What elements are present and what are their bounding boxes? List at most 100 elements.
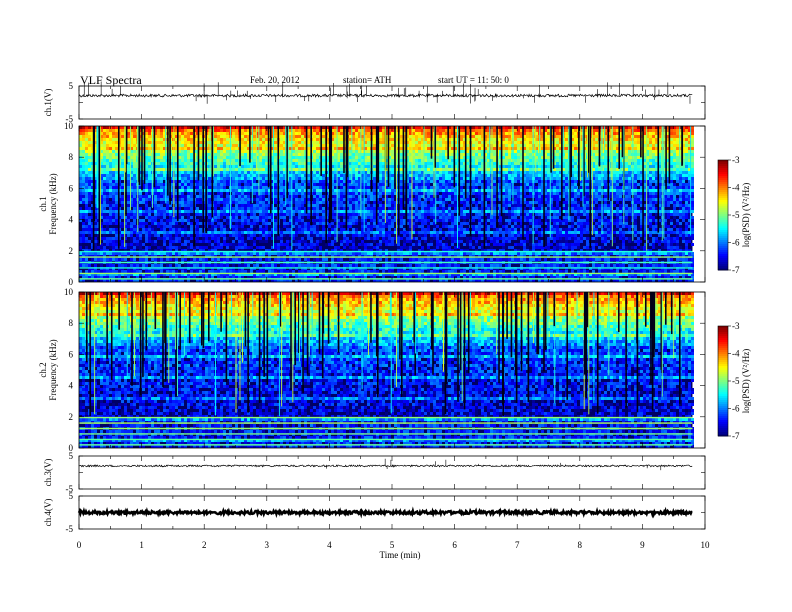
spectrogram-cell	[649, 171, 652, 174]
spectrogram-cell	[160, 147, 163, 150]
spectrogram-cell	[139, 192, 142, 195]
spectrogram-cell	[349, 141, 352, 144]
spectrogram-cell	[247, 135, 250, 138]
spectrogram-cell	[490, 192, 493, 195]
spectrogram-cell	[436, 168, 439, 171]
spectrogram-cell	[247, 180, 250, 183]
spectrogram-cell	[199, 153, 202, 156]
spectrogram-cell	[652, 126, 655, 129]
spectrogram-cell	[196, 150, 199, 153]
spectrogram-cell	[544, 129, 547, 132]
spectrogram-cell	[406, 126, 409, 129]
spectrogram-cell	[658, 159, 661, 162]
spectrogram-cell	[184, 180, 187, 183]
spectrogram-cell	[127, 183, 130, 186]
spectrogram-cell	[439, 177, 442, 180]
spectrogram-cell	[424, 195, 427, 198]
spectrogram-cell	[121, 198, 124, 201]
spectrogram-cell	[625, 132, 628, 135]
spectrogram-cell	[517, 141, 520, 144]
spectrogram-cell	[544, 141, 547, 144]
spectrogram-cell	[157, 183, 160, 186]
spectrogram-cell	[658, 129, 661, 132]
spectrogram-cell	[499, 126, 502, 129]
spectrogram-cell	[289, 159, 292, 162]
spectrogram-cell	[574, 192, 577, 195]
spectrogram-cell	[154, 180, 157, 183]
spectrogram-cell	[376, 147, 379, 150]
spectrogram-cell	[307, 168, 310, 171]
spectrogram-cell	[334, 147, 337, 150]
spectrogram-cell	[106, 132, 109, 135]
spectrogram-cell	[484, 177, 487, 180]
spectrogram-cell	[451, 126, 454, 129]
spectrogram-cell	[127, 186, 130, 189]
spectrogram-cell	[574, 129, 577, 132]
spectrogram-cell	[184, 126, 187, 129]
spectrogram-cell	[322, 126, 325, 129]
spectrogram-cell	[655, 141, 658, 144]
spectrogram-cell	[199, 171, 202, 174]
spectrogram-cell	[493, 162, 496, 165]
spectrogram-cell	[295, 126, 298, 129]
spectrogram-cell	[376, 180, 379, 183]
spectrogram-cell	[187, 135, 190, 138]
spectrogram-cell	[253, 171, 256, 174]
spectrogram-cell	[292, 168, 295, 171]
spectrogram-cell	[451, 189, 454, 192]
spectrogram-cell	[403, 159, 406, 162]
spectrogram-cell	[679, 156, 682, 159]
spectrogram-cell	[292, 189, 295, 192]
spectrogram-cell	[139, 162, 142, 165]
spectrogram-cell	[688, 129, 691, 132]
spectrogram-cell	[247, 144, 250, 147]
spectrogram-cell	[343, 192, 346, 195]
spectrogram-cell	[634, 129, 637, 132]
spectrogram-cell	[223, 129, 226, 132]
spectrogram-cell	[121, 183, 124, 186]
spectrogram-cell	[343, 177, 346, 180]
spectrogram-cell	[121, 153, 124, 156]
spectrogram-cell	[490, 195, 493, 198]
spectrogram-cell	[418, 186, 421, 189]
spectrogram-cell	[616, 189, 619, 192]
spectrogram-cell	[208, 186, 211, 189]
spectrogram-cell	[247, 174, 250, 177]
spectrogram-cell	[580, 189, 583, 192]
spectrogram-cell	[592, 159, 595, 162]
spectrogram-cell	[130, 183, 133, 186]
spectrogram-cell	[343, 174, 346, 177]
spectrogram-cell	[100, 162, 103, 165]
spectrogram-cell	[424, 174, 427, 177]
spectrogram-cell	[475, 183, 478, 186]
spectrogram-cell	[100, 198, 103, 201]
spectrogram-cell	[649, 183, 652, 186]
spectrogram-cell	[601, 126, 604, 129]
spectrogram-cell	[664, 192, 667, 195]
spectrogram-cell	[358, 192, 361, 195]
spectrogram-cell	[232, 177, 235, 180]
spectrogram-cell	[304, 159, 307, 162]
spectrogram-cell	[352, 174, 355, 177]
y-tick-label: 5	[69, 81, 74, 91]
spectrogram-cell	[226, 126, 229, 129]
spectrogram-cell	[559, 174, 562, 177]
spectrogram-cell	[511, 177, 514, 180]
spectrogram-cell	[337, 165, 340, 168]
spectrogram-cell	[391, 192, 394, 195]
spectrogram-cell	[529, 156, 532, 159]
spectrogram-cell	[283, 144, 286, 147]
spectrogram-cell	[127, 126, 130, 129]
spectrogram-cell	[382, 162, 385, 165]
spectrogram-cell	[298, 174, 301, 177]
spectrogram-cell	[250, 144, 253, 147]
spectrogram-cell	[214, 147, 217, 150]
spectrogram-cell	[268, 159, 271, 162]
spectrogram-cell	[298, 147, 301, 150]
spectrogram-cell	[241, 135, 244, 138]
spectrogram-cell	[373, 192, 376, 195]
spectrogram-cell	[484, 186, 487, 189]
spectrogram-cell	[232, 129, 235, 132]
spectrogram-cell	[478, 150, 481, 153]
spectrogram-cell	[382, 135, 385, 138]
